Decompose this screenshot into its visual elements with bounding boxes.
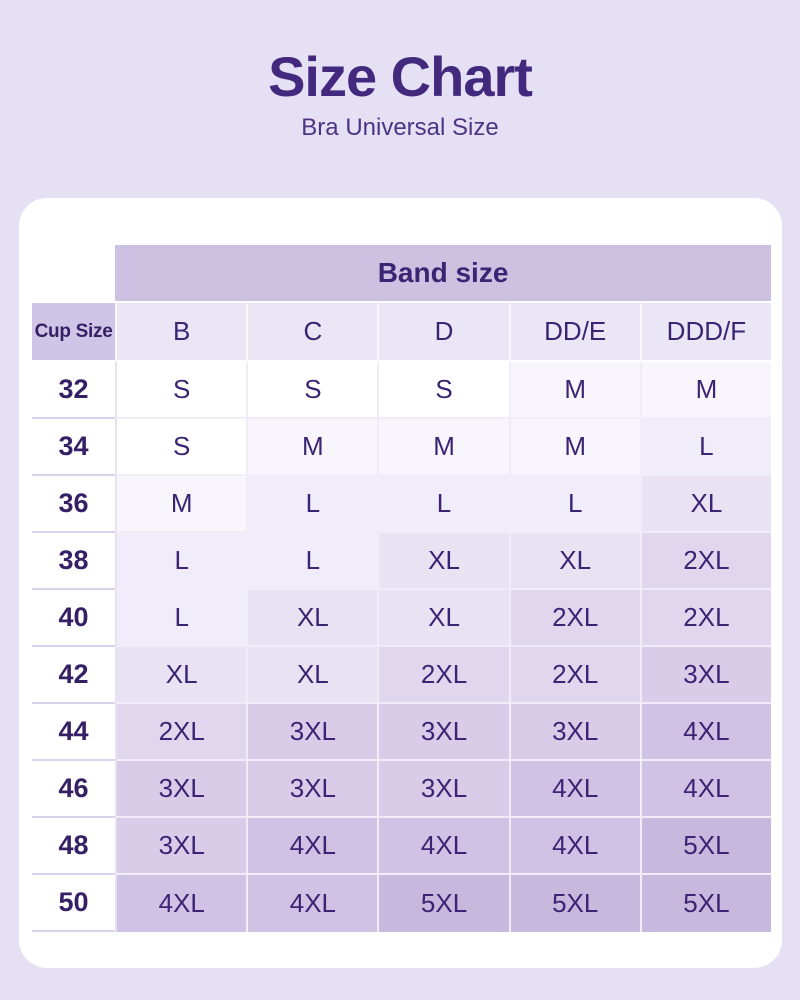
corner-blank-cell	[32, 245, 116, 303]
cup-size-value: 48	[32, 818, 116, 875]
page-subtitle: Bra Universal Size	[301, 114, 499, 141]
size-cell: 3XL	[508, 704, 640, 761]
cup-size-value: 42	[32, 647, 116, 704]
size-cell: 2XL	[508, 590, 640, 647]
size-cell: 5XL	[508, 875, 640, 932]
size-cell: S	[115, 419, 247, 476]
size-cell: 5XL	[639, 818, 771, 875]
size-chart-card: Band size Cup Size B C D DD/E DDD/F 32 S S S M M 3…	[19, 198, 782, 968]
size-table-row-50: 50 4XL 4XL 5XL 5XL 5XL	[32, 875, 771, 932]
size-cell: 2XL	[115, 704, 247, 761]
cup-size-header: Cup Size	[32, 303, 116, 362]
band-header-row: Band size	[32, 245, 771, 303]
size-table-row-38: 38 L L XL XL 2XL	[32, 533, 771, 590]
size-cell: 3XL	[246, 761, 378, 818]
size-cell: 3XL	[377, 704, 509, 761]
cup-size-value: 44	[32, 704, 116, 761]
size-cell: 5XL	[377, 875, 509, 932]
size-cell: 4XL	[639, 704, 771, 761]
size-table-row-40: 40 L XL XL 2XL 2XL	[32, 590, 771, 647]
size-cell: L	[639, 419, 771, 476]
size-table-row-36: 36 M L L L XL	[32, 476, 771, 533]
size-cell: XL	[246, 647, 378, 704]
size-cell: M	[246, 419, 378, 476]
size-cell: M	[639, 362, 771, 419]
cup-size-value: 36	[32, 476, 116, 533]
size-cell: 3XL	[639, 647, 771, 704]
size-table-row-42: 42 XL XL 2XL 2XL 3XL	[32, 647, 771, 704]
size-cell: L	[377, 476, 509, 533]
size-cell: XL	[508, 533, 640, 590]
size-cell: S	[377, 362, 509, 419]
size-cell: XL	[377, 590, 509, 647]
size-cell: XL	[639, 476, 771, 533]
size-cell: L	[508, 476, 640, 533]
band-column-header-b: B	[115, 303, 247, 362]
cup-size-value: 34	[32, 419, 116, 476]
cup-size-value: 40	[32, 590, 116, 647]
band-column-header-dd-e: DD/E	[508, 303, 640, 362]
band-column-header-c: C	[246, 303, 378, 362]
size-table-row-32: 32 S S S M M	[32, 362, 771, 419]
band-column-header-d: D	[377, 303, 509, 362]
size-cell: 3XL	[115, 818, 247, 875]
size-cell: 2XL	[639, 533, 771, 590]
size-cell: 4XL	[377, 818, 509, 875]
size-cell: L	[115, 590, 247, 647]
size-cell: 4XL	[639, 761, 771, 818]
size-cell: 4XL	[508, 818, 640, 875]
cup-size-value: 46	[32, 761, 116, 818]
size-table-row-44: 44 2XL 3XL 3XL 3XL 4XL	[32, 704, 771, 761]
size-cell: 3XL	[377, 761, 509, 818]
size-cell: M	[377, 419, 509, 476]
size-cell: S	[246, 362, 378, 419]
size-cell: 3XL	[115, 761, 247, 818]
cup-size-value: 38	[32, 533, 116, 590]
size-cell: 4XL	[246, 875, 378, 932]
size-cell: M	[508, 362, 640, 419]
size-table-row-48: 48 3XL 4XL 4XL 4XL 5XL	[32, 818, 771, 875]
size-cell: M	[115, 476, 247, 533]
size-table-row-46: 46 3XL 3XL 3XL 4XL 4XL	[32, 761, 771, 818]
size-table-body: 32 S S S M M 34 S M M M L 36 M L L L XL 38 L L XL XL 2XL 40 L XL XL…	[32, 362, 771, 932]
band-column-header-ddd-f: DDD/F	[639, 303, 771, 362]
size-cell: XL	[246, 590, 378, 647]
band-size-group-header: Band size	[115, 245, 771, 303]
size-cell: M	[508, 419, 640, 476]
cup-size-value: 50	[32, 875, 116, 932]
column-header-row: Cup Size B C D DD/E DDD/F	[32, 303, 771, 362]
size-cell: XL	[377, 533, 509, 590]
size-table: Band size Cup Size B C D DD/E DDD/F 32 S S S M M 3…	[32, 245, 771, 932]
size-cell: L	[246, 533, 378, 590]
size-cell: 4XL	[115, 875, 247, 932]
size-cell: 3XL	[246, 704, 378, 761]
size-cell: L	[115, 533, 247, 590]
size-cell: 5XL	[639, 875, 771, 932]
size-cell: 4XL	[508, 761, 640, 818]
page-title: Size Chart	[268, 45, 533, 108]
size-cell: L	[246, 476, 378, 533]
size-cell: 2XL	[377, 647, 509, 704]
size-table-row-34: 34 S M M M L	[32, 419, 771, 476]
cup-size-value: 32	[32, 362, 116, 419]
size-cell: XL	[115, 647, 247, 704]
size-cell: 2XL	[508, 647, 640, 704]
size-cell: 2XL	[639, 590, 771, 647]
size-cell: 4XL	[246, 818, 378, 875]
size-cell: S	[115, 362, 247, 419]
